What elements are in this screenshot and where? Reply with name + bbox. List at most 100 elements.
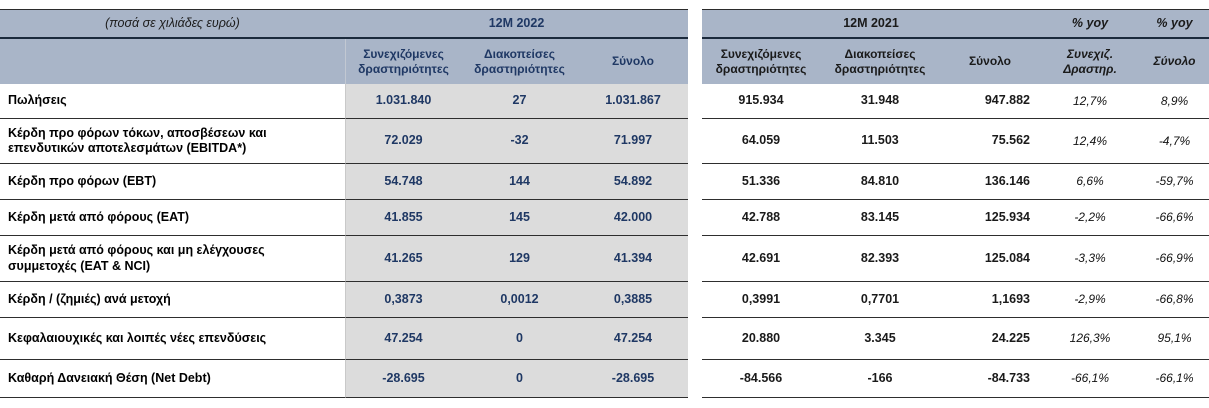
cell-2022-discontinued: 27 [461,84,578,119]
cell-2021-discontinued: 3.345 [820,318,940,360]
column-gap [688,318,702,360]
cell-2021-discontinued: 11.503 [820,119,940,164]
group-header-yoy-continuing: % yoy [1040,9,1140,39]
column-gap [688,9,702,39]
header-2022-total: Σύνολο [578,39,688,84]
row-label: Κέρδη προ φόρων (EBT) [0,164,345,200]
cell-2022-discontinued: 144 [461,164,578,200]
cell-2022-discontinued: 0 [461,318,578,360]
cell-2021-total: 947.882 [940,84,1040,119]
cell-2021-total: 1,1693 [940,282,1040,318]
cell-yoy-continuing: -66,1% [1040,360,1140,398]
cell-2022-total: 1.031.867 [578,84,688,119]
cell-yoy-total: 95,1% [1140,318,1209,360]
cell-2021-discontinued: -166 [820,360,940,398]
row-label: Καθαρή Δανειακή Θέση (Net Debt) [0,360,345,398]
column-gap [688,164,702,200]
column-gap [688,84,702,119]
row-label: Κέρδη μετά από φόρους και μη ελέγχουσες … [0,236,345,282]
cell-yoy-total: -59,7% [1140,164,1209,200]
header-2022-discontinued: Διακοπείσες δραστηριότητες [461,39,578,84]
table-row: Κέρδη μετά από φόρους (EAT) 41.855 145 42.0… [0,200,1209,236]
header-label-spacer [0,39,345,84]
row-label: Πωλήσεις [0,84,345,119]
table-header-groups: (ποσά σε χιλιάδες ευρώ) 12M 2022 12M 202… [0,9,1209,39]
cell-yoy-continuing: -3,3% [1040,236,1140,282]
cell-2021-continuing: 64.059 [702,119,820,164]
cell-2021-discontinued: 82.393 [820,236,940,282]
column-gap [688,282,702,318]
cell-2022-discontinued: -32 [461,119,578,164]
units-note: (ποσά σε χιλιάδες ευρώ) [0,9,345,39]
cell-yoy-continuing: 126,3% [1040,318,1140,360]
cell-yoy-total: -66,9% [1140,236,1209,282]
cell-2022-discontinued: 129 [461,236,578,282]
cell-2022-continuing: 54.748 [345,164,461,200]
cell-2022-continuing: 0,3873 [345,282,461,318]
cell-yoy-continuing: 6,6% [1040,164,1140,200]
table-row: Κέρδη / (ζημιές) ανά μετοχή 0,3873 0,0012 0… [0,282,1209,318]
cell-2022-total: 54.892 [578,164,688,200]
row-label: Κέρδη μετά από φόρους (EAT) [0,200,345,236]
table-header-columns: Συνεχιζόμενες δραστηριότητες Διακοπείσες… [0,39,1209,84]
cell-2022-total: 47.254 [578,318,688,360]
table-row: Κέρδη προ φόρων τόκων, αποσβέσεων και επ… [0,119,1209,164]
cell-2021-total: 125.084 [940,236,1040,282]
header-2021-total: Σύνολο [940,39,1040,84]
column-gap [688,200,702,236]
cell-2022-discontinued: 0,0012 [461,282,578,318]
table-row: Πωλήσεις 1.031.840 27 1.031.867 915.934 31.94… [0,84,1209,119]
cell-2021-continuing: 42.788 [702,200,820,236]
cell-2022-continuing: -28.695 [345,360,461,398]
cell-yoy-total: 8,9% [1140,84,1209,119]
cell-yoy-continuing: -2,9% [1040,282,1140,318]
cell-2022-continuing: 1.031.840 [345,84,461,119]
table-row: Καθαρή Δανειακή Θέση (Net Debt) -28.695 0-… [0,360,1209,398]
cell-yoy-continuing: -2,2% [1040,200,1140,236]
cell-yoy-total: -66,6% [1140,200,1209,236]
group-header-yoy-total: % yoy [1140,9,1209,39]
cell-2021-discontinued: 83.145 [820,200,940,236]
cell-2022-total: 71.997 [578,119,688,164]
cell-2022-total: 0,3885 [578,282,688,318]
cell-2022-total: 41.394 [578,236,688,282]
column-gap [688,39,702,84]
row-label: Κέρδη / (ζημιές) ανά μετοχή [0,282,345,318]
table-row: Κέρδη προ φόρων (EBT) 54.748 144 54.892 51.3… [0,164,1209,200]
cell-2022-continuing: 41.855 [345,200,461,236]
cell-2021-continuing: 0,3991 [702,282,820,318]
column-gap [688,360,702,398]
cell-yoy-continuing: 12,7% [1040,84,1140,119]
cell-2022-total: 42.000 [578,200,688,236]
cell-2021-discontinued: 84.810 [820,164,940,200]
column-gap [688,236,702,282]
table-row: Κέρδη μετά από φόρους και μη ελέγχουσες … [0,236,1209,282]
group-header-12m-2022: 12M 2022 [345,9,688,39]
table-body: Πωλήσεις 1.031.840 27 1.031.867 915.934 31.94… [0,84,1209,398]
header-2021-discontinued: Διακοπείσες δραστηριότητες [820,39,940,84]
cell-yoy-total: -66,8% [1140,282,1209,318]
row-label: Κέρδη προ φόρων τόκων, αποσβέσεων και επ… [0,119,345,164]
cell-2022-continuing: 41.265 [345,236,461,282]
cell-2021-total: 75.562 [940,119,1040,164]
cell-2022-continuing: 47.254 [345,318,461,360]
table-row: Κεφαλαιουχικές και λοιπές νέες επενδύσει… [0,318,1209,360]
cell-2022-continuing: 72.029 [345,119,461,164]
cell-2021-continuing: 20.880 [702,318,820,360]
group-header-12m-2021: 12M 2021 [702,9,1040,39]
cell-2021-total: -84.733 [940,360,1040,398]
cell-2021-continuing: 51.336 [702,164,820,200]
cell-2021-discontinued: 31.948 [820,84,940,119]
cell-2021-total: 136.146 [940,164,1040,200]
cell-2021-continuing: -84.566 [702,360,820,398]
cell-2021-total: 24.225 [940,318,1040,360]
header-2022-continuing: Συνεχιζόμενες δραστηριότητες [345,39,461,84]
header-yoy-total: Σύνολο [1140,39,1209,84]
cell-2022-total: -28.695 [578,360,688,398]
financial-results-table: (ποσά σε χιλιάδες ευρώ) 12M 2022 12M 202… [0,9,1209,398]
column-gap [688,119,702,164]
cell-2022-discontinued: 0 [461,360,578,398]
cell-yoy-total: -66,1% [1140,360,1209,398]
cell-2022-discontinued: 145 [461,200,578,236]
